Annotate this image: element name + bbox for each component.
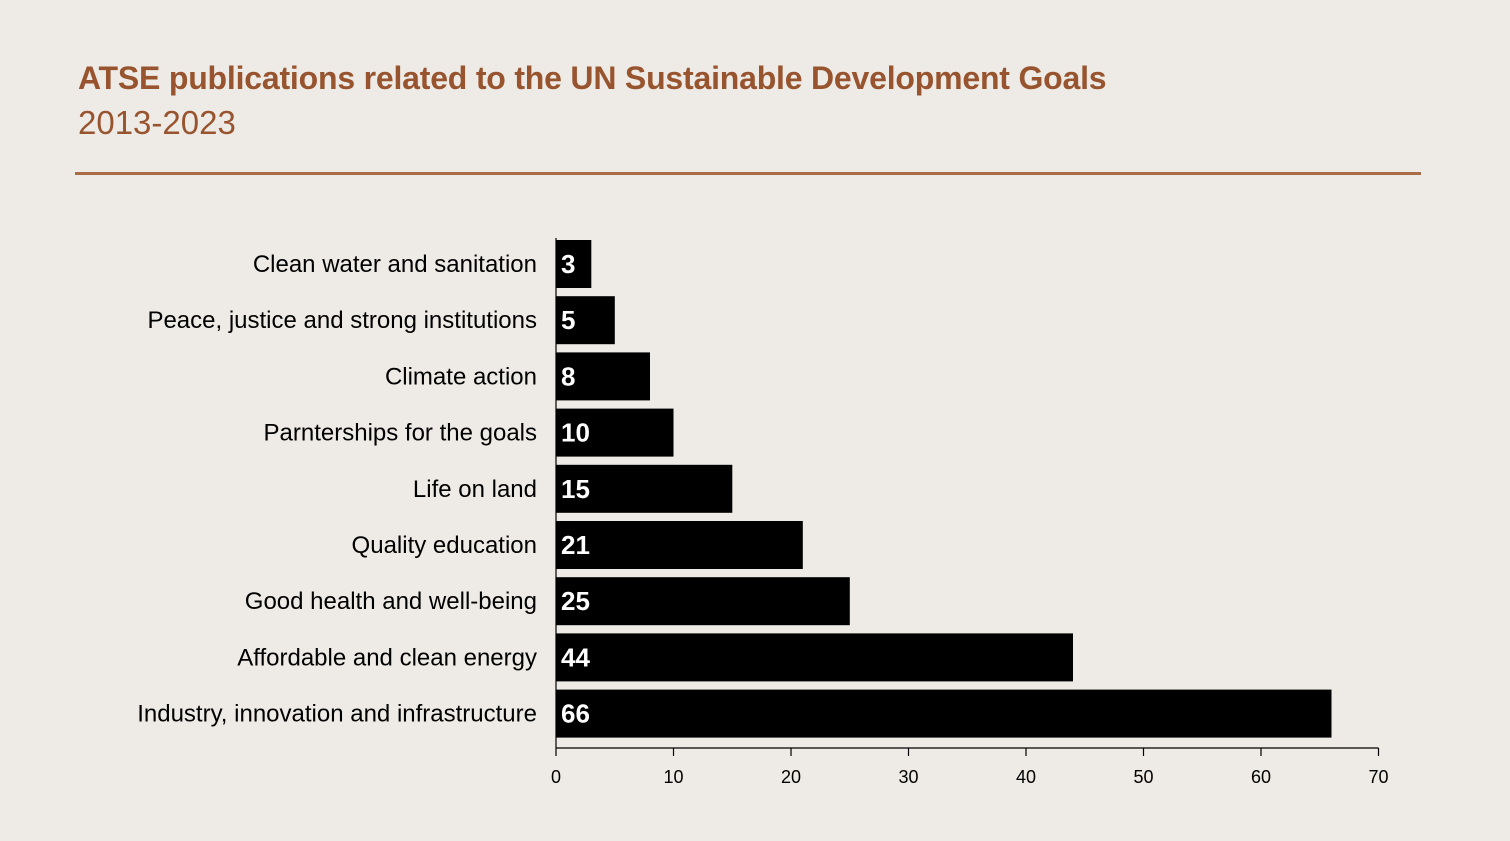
bar	[556, 296, 615, 345]
bars-group: 3 5 8 10 15 21 25 44 66	[556, 240, 1332, 738]
x-tick-label: 50	[1133, 767, 1153, 787]
bar-value-label: 15	[561, 474, 590, 504]
bar	[556, 408, 674, 457]
x-tick-label: 20	[781, 767, 801, 787]
category-label: Climate action	[385, 363, 537, 390]
category-label: Peace, justice and strong institutions	[147, 307, 537, 334]
bar	[556, 240, 592, 288]
category-labels-group: Clean water and sanitation Peace, justice…	[137, 251, 537, 728]
category-label: Good health and well-being	[245, 588, 537, 615]
bar	[556, 577, 850, 626]
x-tick-label: 60	[1251, 767, 1271, 787]
category-label: Industry, innovation and infrastructure	[137, 701, 537, 728]
bar-value-label: 5	[561, 305, 575, 335]
category-label: Clean water and sanitation	[253, 251, 537, 278]
x-tick-label: 30	[898, 767, 918, 787]
bar-value-label: 8	[561, 361, 575, 391]
category-label: Affordable and clean energy	[237, 644, 537, 671]
bar	[556, 633, 1073, 682]
category-label: Life on land	[413, 476, 537, 503]
x-tick-label: 40	[1016, 767, 1036, 787]
x-axis: 0 10 20 30 40 50 60 70	[551, 238, 1389, 787]
chart-title: ATSE publications related to the UN Sust…	[78, 60, 1107, 96]
bar	[556, 521, 803, 569]
category-label: Quality education	[352, 532, 537, 559]
bar-value-label: 10	[561, 418, 590, 448]
bar-value-label: 44	[561, 642, 590, 672]
x-tick-label: 0	[551, 767, 561, 787]
bar	[556, 352, 650, 401]
bar-value-label: 25	[561, 586, 590, 616]
bar-value-label: 66	[561, 699, 590, 729]
title-divider	[75, 172, 1421, 175]
category-label: Parnterships for the goals	[264, 420, 537, 447]
bar	[556, 689, 1332, 738]
bar	[556, 464, 733, 513]
x-tick-label: 70	[1368, 767, 1388, 787]
x-tick-label: 10	[663, 767, 683, 787]
chart-subtitle: 2013-2023	[78, 104, 236, 141]
bar-value-label: 21	[561, 530, 590, 560]
bar-value-label: 3	[561, 249, 575, 279]
